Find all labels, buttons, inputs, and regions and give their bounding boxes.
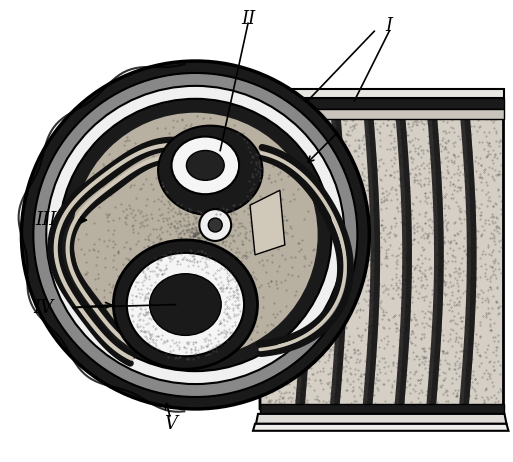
- Circle shape: [208, 218, 222, 232]
- Text: II: II: [241, 10, 255, 28]
- Ellipse shape: [158, 126, 263, 215]
- Circle shape: [73, 113, 318, 357]
- Text: III: III: [35, 211, 57, 229]
- Polygon shape: [260, 404, 503, 414]
- Circle shape: [59, 99, 331, 371]
- Polygon shape: [253, 424, 508, 431]
- Circle shape: [22, 61, 369, 409]
- Ellipse shape: [127, 253, 244, 356]
- Ellipse shape: [150, 274, 221, 335]
- Polygon shape: [260, 94, 503, 416]
- Polygon shape: [260, 98, 503, 109]
- Circle shape: [46, 86, 344, 384]
- Polygon shape: [250, 190, 285, 255]
- Polygon shape: [256, 414, 506, 424]
- Ellipse shape: [171, 137, 239, 194]
- Ellipse shape: [186, 151, 224, 180]
- Text: I: I: [386, 17, 393, 35]
- Ellipse shape: [113, 240, 258, 369]
- Polygon shape: [260, 109, 503, 119]
- Text: V: V: [164, 415, 177, 433]
- Text: IV: IV: [33, 298, 53, 316]
- Circle shape: [33, 73, 358, 397]
- Polygon shape: [260, 89, 503, 98]
- Circle shape: [200, 209, 231, 241]
